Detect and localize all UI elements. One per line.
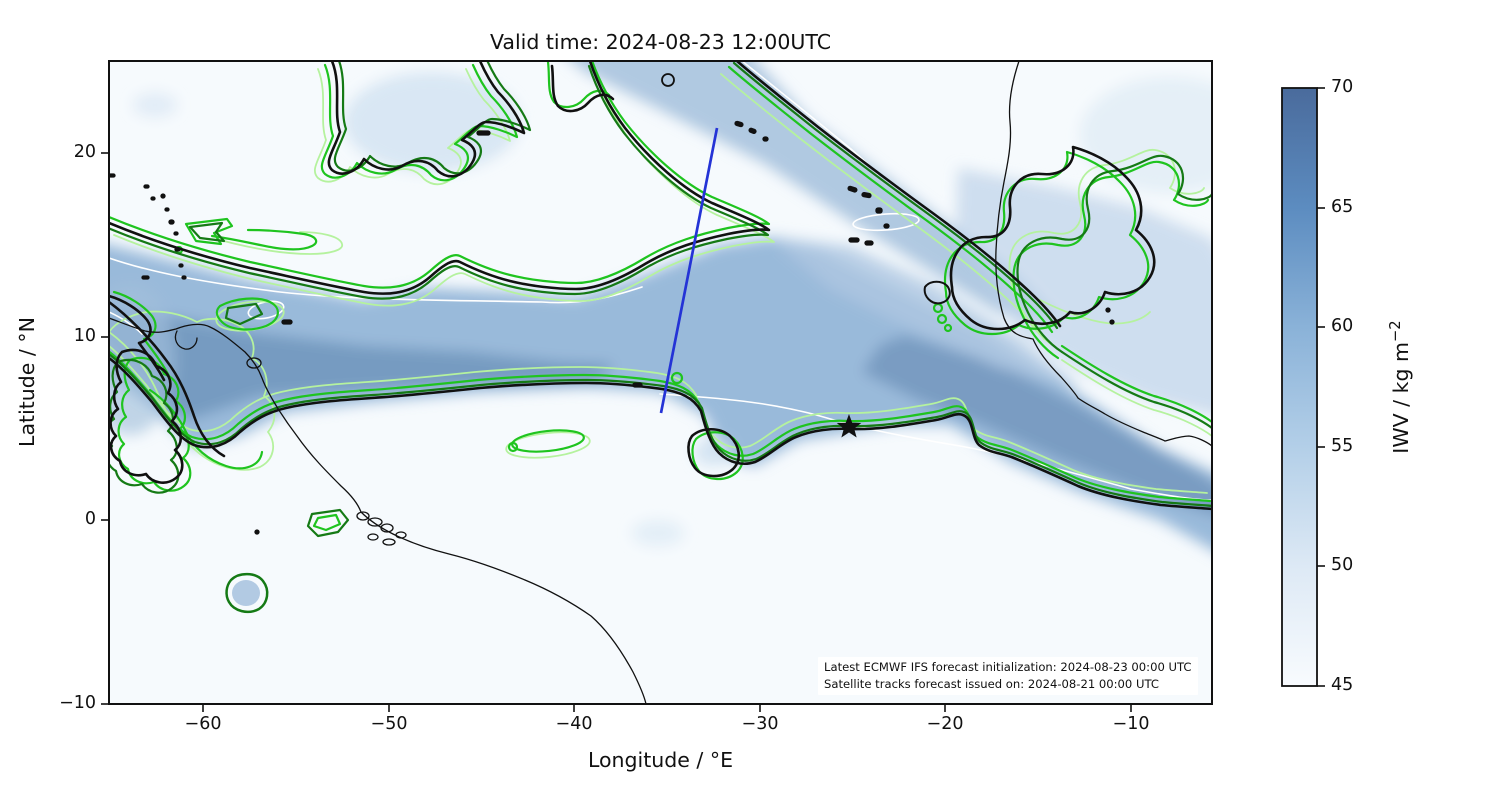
y-tick-marks	[101, 152, 109, 705]
x-tick-label: −20	[926, 714, 964, 734]
colorbar-gradient	[1282, 88, 1317, 686]
colorbar-tick-label: 70	[1331, 77, 1354, 97]
figure-title: Valid time: 2024-08-23 12:00UTC	[489, 30, 832, 54]
y-tick-label: 0	[84, 509, 96, 529]
small-moist-blob-fill	[232, 580, 260, 606]
africa-coastline	[995, 61, 1212, 447]
y-tick-label: 20	[73, 142, 96, 162]
colorbar-tick-label: 50	[1331, 555, 1354, 575]
x-tick-label: −60	[184, 714, 222, 734]
forecast-annotation: Latest ECMWF IFS forecast initialization…	[818, 657, 1198, 695]
plot-frame	[108, 60, 1213, 705]
colorbar-label: IWV / kg m−2	[1387, 320, 1413, 453]
x-tick-label: −50	[370, 714, 408, 734]
colorbar-label-exponent: −2	[1387, 320, 1405, 343]
coastline-layer	[109, 61, 1212, 704]
colorbar-frame	[1281, 87, 1318, 687]
colorbar	[1281, 87, 1325, 687]
y-tick-label: −10	[59, 693, 96, 713]
misc-islets	[254, 73, 1115, 535]
colorbar-tick-label: 65	[1331, 197, 1354, 217]
x-tick-marks	[202, 704, 1132, 712]
antilles-island-dashes	[109, 173, 293, 325]
x-axis-label: Longitude / °E	[587, 748, 734, 772]
colorbar-tick-marks	[1317, 87, 1325, 687]
white-contour	[109, 311, 143, 335]
annotation-line-2: Satellite tracks forecast issued on: 202…	[824, 677, 1159, 691]
satellite-track-line	[659, 127, 719, 414]
star-marker	[836, 414, 862, 438]
colorbar-tick-label: 45	[1331, 675, 1354, 695]
annotation-line-1: Latest ECMWF IFS forecast initialization…	[824, 660, 1192, 674]
y-axis-label: Latitude / °N	[15, 317, 39, 447]
maracaibo-inlet	[174, 330, 198, 350]
x-tick-label: −10	[1112, 714, 1150, 734]
x-tick-label: −30	[741, 714, 779, 734]
colorbar-tick-label: 60	[1331, 316, 1354, 336]
amazon-delta-islands	[356, 511, 407, 546]
x-tick-label: −40	[555, 714, 593, 734]
cape-verde-islands	[847, 185, 951, 305]
south-america-coastline	[109, 317, 647, 704]
white-contour-ring	[852, 212, 920, 232]
iwv-contour-layer	[109, 61, 1212, 614]
white-contour	[659, 393, 1212, 501]
colorbar-tick-label: 55	[1331, 436, 1354, 456]
y-tick-label: 10	[73, 326, 96, 346]
colorbar-label-main: IWV / kg m	[1388, 342, 1413, 454]
trinidad-island	[246, 357, 262, 369]
